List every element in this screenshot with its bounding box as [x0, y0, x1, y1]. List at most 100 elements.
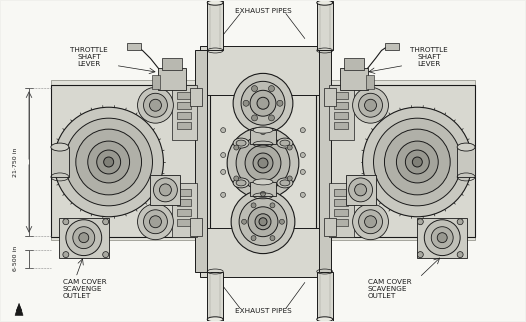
Circle shape [63, 251, 69, 258]
Circle shape [251, 236, 256, 241]
Circle shape [241, 219, 247, 224]
Circle shape [349, 178, 372, 202]
Circle shape [355, 184, 367, 196]
Circle shape [412, 157, 422, 167]
Circle shape [300, 128, 305, 133]
Text: THROTTLE
SHAFT
LEVER: THROTTLE SHAFT LEVER [70, 47, 108, 67]
Circle shape [233, 73, 293, 133]
Bar [158, 68, 186, 90]
Circle shape [359, 93, 382, 117]
Circle shape [221, 169, 226, 175]
Bar [317, 1, 333, 51]
Bar [250, 130, 276, 144]
Bar [127, 43, 140, 51]
Ellipse shape [317, 317, 333, 322]
Circle shape [104, 157, 114, 167]
Bar [340, 68, 368, 90]
Circle shape [300, 169, 305, 175]
Circle shape [258, 158, 268, 168]
Ellipse shape [236, 140, 246, 146]
Bar [457, 147, 475, 177]
Circle shape [457, 251, 463, 258]
Ellipse shape [51, 143, 69, 151]
Ellipse shape [253, 179, 273, 185]
Bar [329, 85, 353, 140]
Text: THROTTLE
SHAFT
LEVER: THROTTLE SHAFT LEVER [410, 47, 448, 67]
Bar [173, 85, 197, 140]
Text: CAM COVER
SCAVENGE
OUTLET: CAM COVER SCAVENGE OUTLET [368, 279, 411, 299]
Bar [177, 209, 191, 216]
Circle shape [259, 218, 267, 226]
Circle shape [243, 100, 249, 106]
Ellipse shape [280, 180, 290, 186]
Bar [51, 147, 69, 177]
Bar [329, 183, 353, 237]
Circle shape [221, 128, 226, 133]
Bar [200, 45, 326, 95]
Bar [177, 102, 191, 109]
Circle shape [231, 190, 295, 254]
Circle shape [373, 118, 461, 206]
Circle shape [362, 107, 472, 217]
Circle shape [287, 176, 292, 181]
Ellipse shape [277, 178, 293, 188]
Circle shape [234, 145, 239, 150]
Circle shape [397, 141, 438, 183]
Text: CAM COVER
SCAVENGE
OUTLET: CAM COVER SCAVENGE OUTLET [63, 279, 106, 299]
Bar [319, 51, 331, 271]
Circle shape [352, 87, 389, 123]
Circle shape [424, 220, 460, 256]
Circle shape [270, 236, 275, 241]
Bar [333, 112, 348, 119]
Circle shape [144, 210, 167, 234]
Circle shape [253, 153, 273, 173]
Circle shape [260, 191, 266, 196]
Circle shape [154, 178, 177, 202]
Ellipse shape [277, 138, 293, 148]
Ellipse shape [194, 47, 332, 277]
Circle shape [251, 203, 256, 208]
Bar [333, 219, 348, 226]
Ellipse shape [280, 140, 290, 146]
Circle shape [236, 136, 290, 190]
Circle shape [159, 184, 171, 196]
Bar [177, 112, 191, 119]
Ellipse shape [317, 0, 333, 5]
Circle shape [417, 219, 423, 225]
Bar [59, 218, 109, 258]
Circle shape [63, 219, 69, 225]
Bar [190, 88, 203, 106]
Circle shape [248, 207, 278, 237]
Text: EXHAUST PIPES: EXHAUST PIPES [235, 308, 291, 314]
Circle shape [287, 145, 292, 150]
Bar [333, 209, 348, 216]
Text: 6·500 in: 6·500 in [13, 246, 17, 271]
Bar [346, 175, 376, 205]
Circle shape [137, 87, 174, 123]
Text: EXHAUST PIPES: EXHAUST PIPES [235, 8, 291, 14]
Bar [177, 92, 191, 99]
Circle shape [251, 115, 258, 121]
Bar [333, 122, 348, 129]
Bar [200, 228, 326, 278]
Circle shape [359, 210, 382, 234]
Circle shape [417, 251, 423, 258]
Bar [343, 59, 363, 71]
Circle shape [149, 99, 161, 111]
Circle shape [149, 216, 161, 228]
Circle shape [268, 86, 275, 91]
Bar [150, 175, 180, 205]
Circle shape [103, 219, 109, 225]
Circle shape [279, 219, 285, 224]
Circle shape [144, 93, 167, 117]
Circle shape [431, 227, 453, 249]
Bar [316, 85, 475, 237]
Circle shape [257, 97, 269, 109]
Bar [177, 189, 191, 196]
Circle shape [260, 130, 266, 135]
Circle shape [365, 216, 377, 228]
Polygon shape [15, 303, 23, 315]
Circle shape [300, 192, 305, 197]
Circle shape [54, 107, 164, 217]
Circle shape [437, 233, 447, 243]
